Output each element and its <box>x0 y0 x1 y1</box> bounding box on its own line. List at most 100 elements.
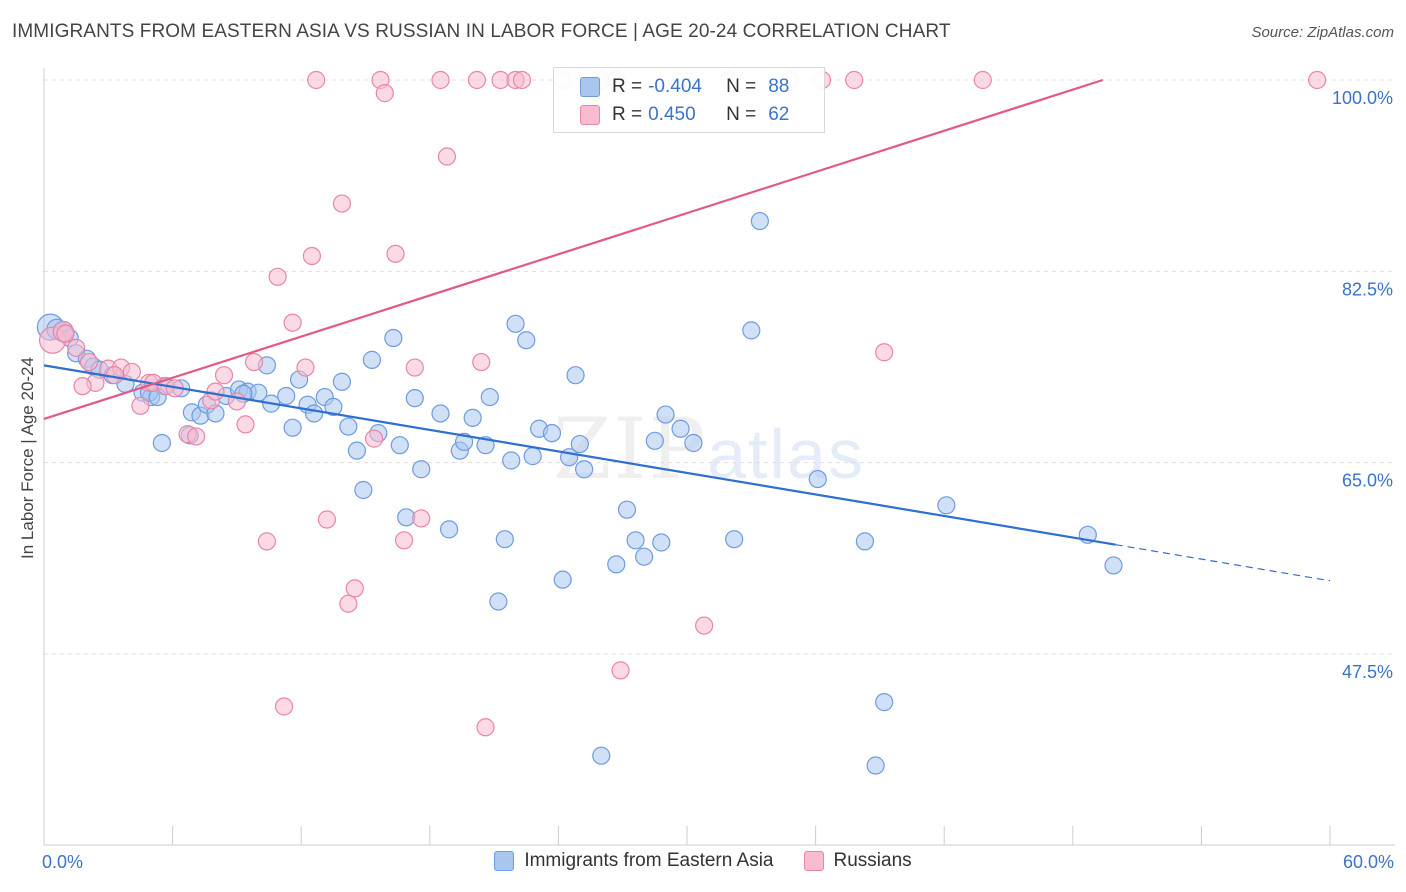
legend-item-russians[interactable]: Russians <box>803 850 912 872</box>
point-eastern-asia <box>566 366 585 385</box>
point-russians <box>467 70 487 90</box>
point-russians <box>317 510 337 529</box>
point-eastern-asia <box>855 532 874 551</box>
x-tick-label-min: 0.0% <box>42 852 84 872</box>
legend-r-value: -0.404 <box>648 76 702 97</box>
y-axis-label: In Labor Force | Age 20-24 <box>18 357 37 559</box>
point-eastern-asia <box>362 350 382 369</box>
point-russians <box>386 244 405 263</box>
point-eastern-asia <box>684 433 703 453</box>
chart-title: IMMIGRANTS FROM EASTERN ASIA VS RUSSIAN … <box>12 21 951 42</box>
trendline-russians <box>43 78 1104 420</box>
point-eastern-asia <box>575 460 594 479</box>
point-eastern-asia <box>463 408 482 427</box>
point-eastern-asia <box>454 432 474 451</box>
point-russians <box>345 579 364 598</box>
point-eastern-asia <box>808 469 827 489</box>
point-eastern-asia <box>347 441 367 460</box>
point-eastern-asia <box>671 419 690 438</box>
point-eastern-asia <box>866 756 885 775</box>
point-eastern-asia <box>652 533 671 552</box>
point-eastern-asia <box>607 555 626 574</box>
legend-r-label: R = <box>612 104 643 125</box>
point-eastern-asia <box>324 397 343 417</box>
y-tick-label: 65.0% <box>1342 471 1393 491</box>
y-tick-label: 47.5% <box>1342 662 1393 682</box>
point-russians <box>611 661 630 680</box>
legend-swatch-russians <box>580 105 600 125</box>
point-eastern-asia <box>390 436 409 455</box>
point-russians <box>73 377 92 396</box>
point-eastern-asia <box>725 530 744 549</box>
point-eastern-asia <box>517 331 536 350</box>
point-eastern-asia <box>277 386 296 406</box>
point-eastern-asia <box>937 496 956 515</box>
point-eastern-asia <box>542 424 562 443</box>
legend-row-eastern-asia: R = -0.404 N = 88 <box>580 73 789 101</box>
point-russians <box>1308 70 1327 90</box>
legend-row-russians: R = 0.450 N = 62 <box>580 101 789 129</box>
point-eastern-asia <box>489 592 508 611</box>
point-russians <box>244 352 264 372</box>
point-eastern-asia <box>495 530 514 549</box>
point-eastern-asia <box>626 531 645 550</box>
point-eastern-asia <box>405 389 424 408</box>
legend-item-eastern-asia[interactable]: Immigrants from Eastern Asia <box>494 850 774 872</box>
point-eastern-asia <box>617 500 637 519</box>
point-russians <box>845 70 864 90</box>
point-russians <box>412 509 431 528</box>
point-russians <box>476 718 495 737</box>
point-russians <box>437 147 457 166</box>
legend-n-label: N = <box>726 76 757 97</box>
point-russians <box>302 246 322 266</box>
legend-n-value: 88 <box>768 76 790 97</box>
point-eastern-asia <box>635 547 654 566</box>
point-russians <box>67 338 86 357</box>
point-eastern-asia <box>742 321 761 340</box>
point-eastern-asia <box>412 460 431 479</box>
point-eastern-asia <box>502 451 521 470</box>
point-russians <box>206 382 225 401</box>
point-eastern-asia <box>1104 556 1123 575</box>
point-russians <box>973 70 992 90</box>
point-russians <box>364 429 384 448</box>
correlation-legend: R = -0.404 N = 88 R = 0.450 N = 62 <box>553 67 825 133</box>
legend-label-russians: Russians <box>833 850 912 871</box>
legend-r-value: 0.450 <box>648 104 696 125</box>
point-eastern-asia <box>283 418 302 437</box>
point-russians <box>431 70 450 90</box>
point-russians <box>268 267 287 286</box>
point-eastern-asia <box>506 314 525 333</box>
legend-n-value: 62 <box>768 104 790 125</box>
point-eastern-asia <box>553 570 572 589</box>
point-russians <box>227 392 246 411</box>
source-label: Source: ZipAtlas.com <box>1251 24 1394 41</box>
point-russians <box>875 343 894 362</box>
point-russians <box>339 594 358 613</box>
point-russians <box>296 358 315 377</box>
point-eastern-asia <box>397 508 416 527</box>
point-russians <box>236 415 255 434</box>
point-eastern-asia <box>480 387 499 407</box>
point-eastern-asia <box>592 746 611 765</box>
point-russians <box>405 358 424 377</box>
legend-swatch-eastern-asia <box>580 77 600 97</box>
series-legend: Immigrants from Eastern Asia Russians <box>0 850 1406 872</box>
point-russians <box>695 616 714 635</box>
point-russians <box>375 84 394 103</box>
y-tick-label: 100.0% <box>1332 88 1393 108</box>
point-russians <box>131 396 150 415</box>
point-russians <box>274 697 294 716</box>
point-eastern-asia <box>431 404 450 423</box>
point-russians <box>214 366 234 385</box>
point-eastern-asia <box>523 447 542 466</box>
point-eastern-asia <box>645 431 664 450</box>
legend-r-label: R = <box>612 76 643 97</box>
point-eastern-asia <box>339 417 358 436</box>
legend-swatch-russians <box>803 851 824 871</box>
point-russians <box>394 531 414 550</box>
point-russians <box>472 352 491 372</box>
trendline-extension-eastern-asia <box>1115 544 1331 582</box>
legend-n-label: N = <box>726 104 757 125</box>
